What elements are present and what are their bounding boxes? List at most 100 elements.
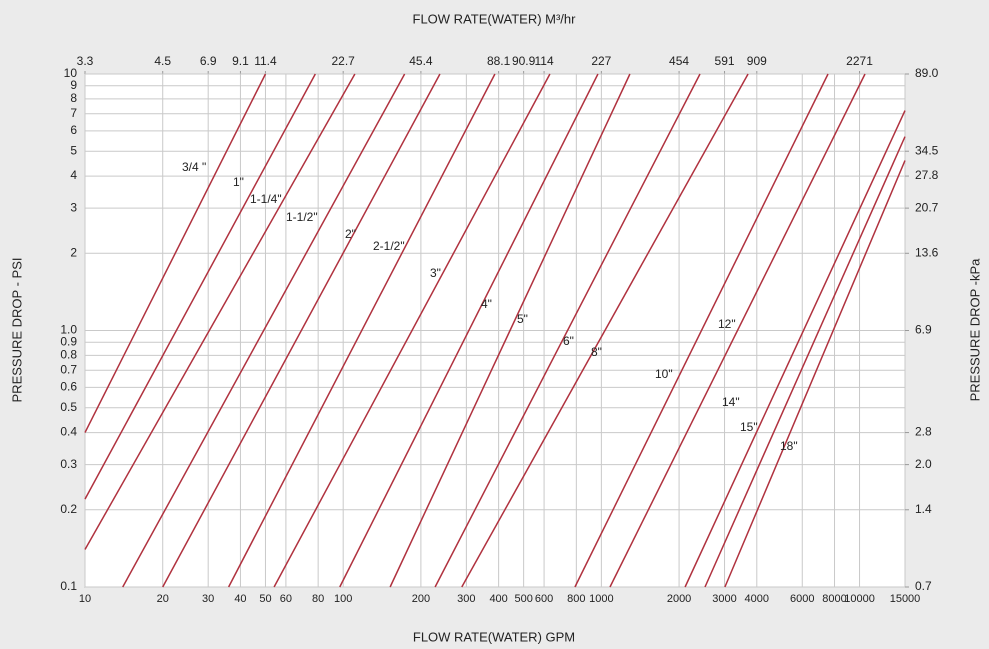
x2-tick-label: 22.7	[331, 54, 355, 68]
series-label: 10"	[655, 367, 673, 381]
x2-tick-label: 6.9	[200, 54, 217, 68]
x-tick-label: 4000	[745, 593, 769, 605]
y2-tick-label: 20.7	[915, 200, 939, 214]
x-tick-label: 800	[567, 593, 585, 605]
x-tick-label: 50	[259, 593, 271, 605]
y-tick-label: 0.7	[60, 362, 77, 376]
series-label: 5"	[517, 312, 528, 326]
y-tick-label: 0.9	[60, 334, 77, 348]
pipe-line	[434, 73, 701, 588]
y2-axis-title: PRESSURE DROP -kPa	[967, 258, 982, 402]
y2-tick-label: 27.8	[915, 168, 939, 182]
x-tick-label: 80	[312, 593, 324, 605]
series-label: 3"	[430, 266, 441, 280]
y-tick-label: 3	[70, 200, 77, 214]
series-label: 1-1/2"	[286, 210, 318, 224]
x2-tick-label: 591	[715, 54, 735, 68]
y-tick-label: 4	[70, 168, 77, 182]
y-tick-label: 0.8	[60, 348, 77, 362]
y-tick-label: 10	[64, 66, 78, 80]
y2-tick-label: 89.0	[915, 66, 939, 80]
x-axis-title: FLOW RATE(WATER) GPM	[413, 629, 575, 644]
x2-tick-label: 454	[669, 54, 689, 68]
series-label: 12"	[718, 317, 736, 331]
x-tick-label: 400	[489, 593, 507, 605]
pipe-line	[704, 136, 906, 588]
x2-tick-label: 9.1	[232, 54, 249, 68]
y2-tick-label: 6.9	[915, 323, 932, 337]
x2-tick-label: 11.4	[254, 54, 277, 68]
pipe-line	[162, 73, 441, 588]
x-tick-label: 500	[514, 593, 532, 605]
pipe-line	[609, 73, 866, 588]
x2-tick-label: 227	[591, 54, 611, 68]
x-tick-label: 10000	[844, 593, 875, 605]
pipe-line	[339, 73, 599, 588]
x-tick-label: 100	[334, 593, 352, 605]
y-tick-label: 0.4	[60, 425, 77, 439]
y-tick-label: 0.3	[60, 457, 77, 471]
pipe-line	[84, 73, 356, 550]
x-tick-label: 8000	[822, 593, 846, 605]
y-tick-label: 1.0	[60, 323, 77, 337]
pipe-line	[461, 73, 749, 588]
y2-tick-label: 34.5	[915, 143, 939, 157]
x-tick-label: 60	[280, 593, 292, 605]
x-tick-label: 6000	[790, 593, 814, 605]
y-tick-label: 7	[70, 106, 77, 120]
series-label: 6"	[563, 334, 574, 348]
grid	[84, 71, 909, 588]
pipe-line	[84, 73, 267, 433]
series-label: 3/4 "	[182, 160, 206, 174]
y2-tick-label: 0.7	[915, 579, 932, 593]
y2-tick-label: 2.8	[915, 425, 932, 439]
y-tick-label: 6	[70, 123, 77, 137]
x-tick-label: 200	[412, 593, 430, 605]
y-tick-label: 0.5	[60, 400, 77, 414]
x2-tick-label: 909	[747, 54, 767, 68]
x-tick-label: 3000	[712, 593, 736, 605]
y-axis-title: PRESSURE DROP - PSI	[9, 258, 24, 403]
x-tick-label: 20	[157, 593, 169, 605]
x-tick-label: 2000	[667, 593, 691, 605]
x-tick-label: 40	[234, 593, 246, 605]
pipe-line	[227, 73, 496, 588]
series-label: 8"	[591, 345, 602, 359]
pipe-line	[574, 73, 829, 588]
series-label: 1-1/4"	[250, 192, 282, 206]
y2-tick-label: 1.4	[915, 502, 932, 516]
y-tick-label: 0.1	[60, 579, 77, 593]
x2-tick-label: 114	[535, 54, 554, 68]
pipe-line	[684, 110, 906, 588]
pipe-line	[122, 73, 406, 588]
x-tick-label: 10	[79, 593, 91, 605]
y-tick-label: 2	[70, 245, 77, 259]
pipe-line	[84, 73, 316, 500]
pipe-line	[273, 73, 551, 588]
series-label: 1"	[233, 175, 244, 189]
y-tick-label: 0.2	[60, 502, 77, 516]
y-tick-label: 8	[70, 91, 77, 105]
top-axis-title: FLOW RATE(WATER) M³/hr	[413, 11, 577, 26]
x-tick-label: 30	[202, 593, 214, 605]
series-label: 2-1/2"	[373, 239, 405, 253]
series-label: 14"	[722, 395, 740, 409]
series-label: 4"	[481, 297, 492, 311]
x2-tick-label: 88.1	[487, 54, 511, 68]
series-label: 15"	[740, 420, 758, 434]
x-tick-label: 1000	[589, 593, 613, 605]
x-tick-label: 300	[457, 593, 475, 605]
series-label: 18"	[780, 439, 798, 453]
lines	[84, 73, 906, 588]
x2-tick-label: 4.5	[154, 54, 171, 68]
x2-tick-label: 3.3	[77, 54, 94, 68]
x-tick-label: 15000	[890, 593, 921, 605]
pipe-line	[389, 73, 631, 588]
y-tick-label: 5	[70, 143, 77, 157]
x2-tick-label: 90.9	[512, 54, 536, 68]
y-tick-label: 0.6	[60, 380, 77, 394]
y2-tick-label: 13.6	[915, 245, 939, 259]
labels: 10 20 30 40 50 60 80 100 200 300 400 500 600 800 1000 2…	[60, 54, 938, 605]
